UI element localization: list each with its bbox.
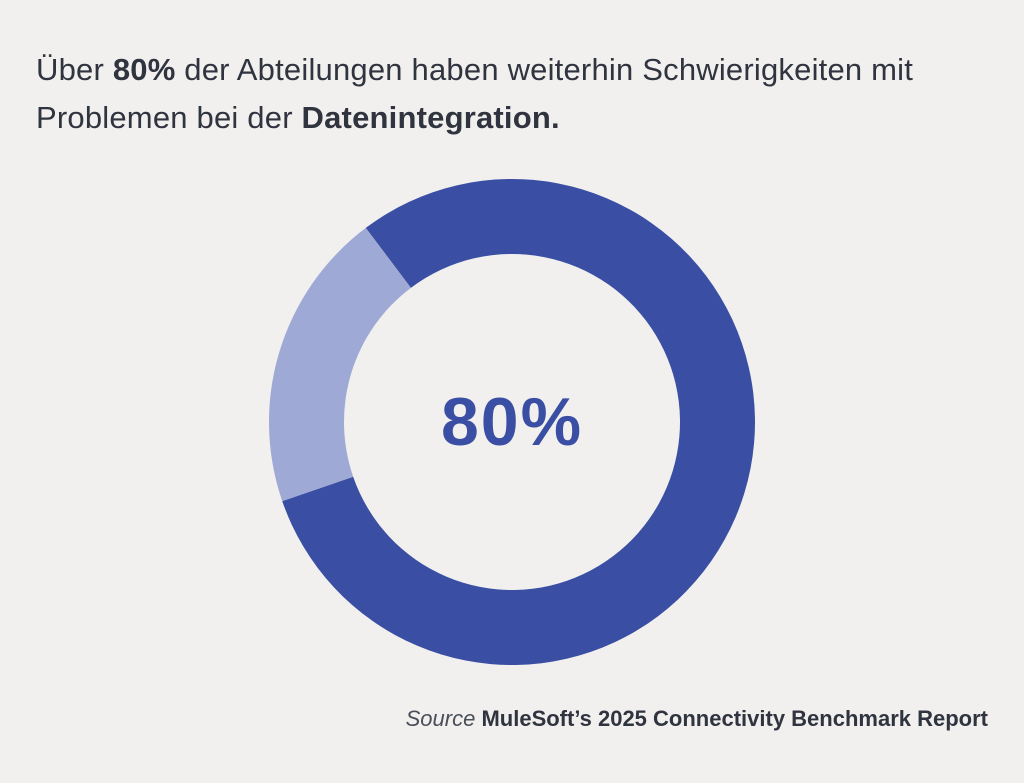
source-citation: Source MuleSoft’s 2025 Connectivity Benc… [406,706,988,732]
headline: Über 80% der Abteilungen haben weiterhin… [36,46,996,142]
donut-slice [268,227,411,502]
headline-text: der Abteilungen haben weiterhin Schwieri… [36,52,914,135]
donut-slice [282,179,755,665]
headline-text: Über [36,52,113,87]
headline-highlight-topic: Datenintegration. [301,100,560,135]
donut-center-label: 80% [440,384,584,460]
source-label: Source [405,706,476,731]
source-text: MuleSoft’s 2025 Connectivity Benchmark R… [481,706,988,731]
headline-highlight-percent: 80% [112,52,176,87]
